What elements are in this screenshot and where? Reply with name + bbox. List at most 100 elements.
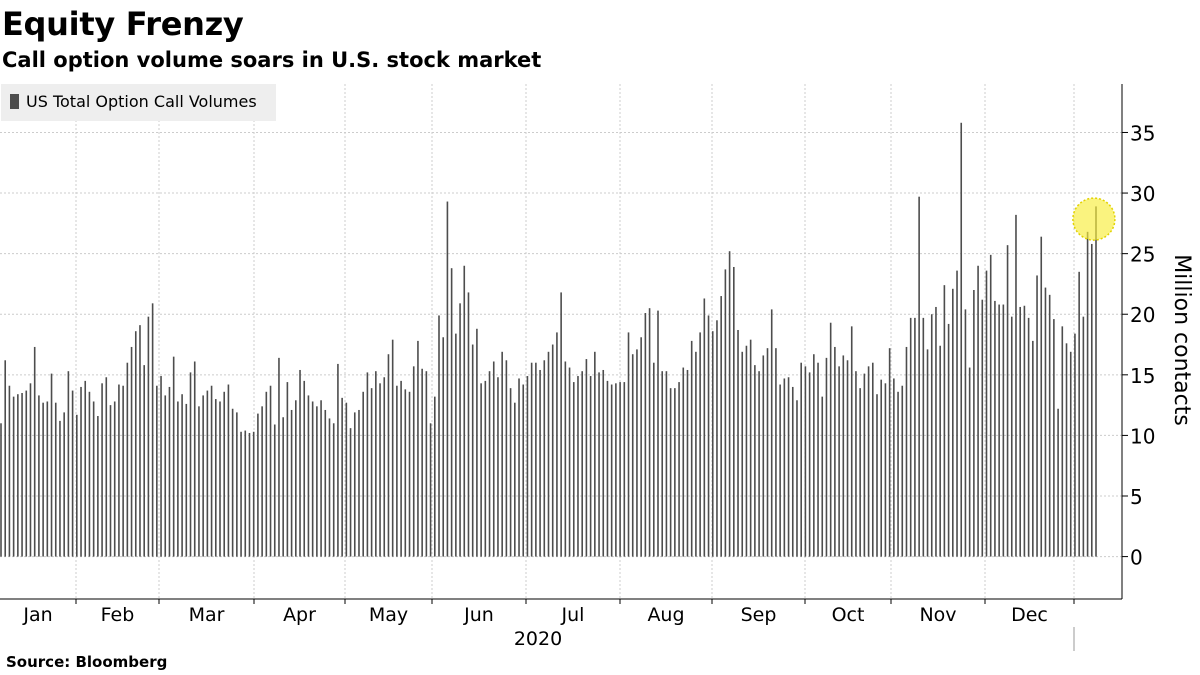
bar [956,270,958,557]
bar [379,383,381,557]
bar [728,251,731,557]
bar [425,371,428,557]
x-axis-year-label: 2020 [514,628,562,650]
bar [113,401,116,557]
bar [198,406,200,557]
bar [821,396,824,557]
bar [320,400,322,557]
bar [206,390,209,557]
bar [914,317,916,557]
bar [690,340,693,557]
bar [446,201,449,557]
bar [888,348,891,557]
bar [8,385,11,557]
bar [476,328,478,557]
bar [960,122,963,557]
bar [535,362,537,557]
bar [366,372,369,557]
bar [893,378,895,557]
bar [711,331,714,557]
bar [467,292,470,557]
bar [556,332,558,557]
bar [909,317,912,557]
bar [1095,206,1097,557]
bar [884,383,887,557]
bar [88,391,91,557]
bar [547,351,550,557]
bar [181,394,183,557]
bar [1010,316,1013,557]
bar [1086,231,1089,557]
bar [1082,316,1085,557]
y-tick-label: 20 [1130,303,1155,327]
bar [67,371,70,557]
bar [25,390,28,557]
bar [345,402,348,557]
bar [1044,287,1047,557]
bar [1027,317,1030,557]
bar [994,300,996,557]
bar [286,382,289,557]
bar [589,376,592,557]
bar [84,380,87,557]
bar [244,430,247,557]
bar [400,380,402,557]
bar [530,362,533,557]
x-tick-label: Aug [647,604,684,626]
bar [501,351,503,557]
chart-subtitle: Call option volume soars in U.S. stock m… [2,48,542,72]
bar [855,371,857,557]
bar [952,288,954,557]
bar [926,349,929,557]
bar [648,308,651,557]
bar [290,409,293,557]
bar [678,382,680,557]
bar [227,384,230,557]
bar [787,377,790,557]
bar [134,331,137,557]
bar [619,382,621,557]
bar [610,384,613,557]
bar [303,380,306,557]
bar [800,362,802,557]
bar [12,396,15,557]
highlight-circle [1072,197,1116,241]
bar [42,402,44,557]
bar [231,408,234,557]
bar [1015,214,1017,557]
x-tick-label: Feb [101,604,135,626]
bar [1090,243,1093,557]
bar [71,390,74,557]
bar [38,395,40,557]
bar [867,366,870,557]
bar [505,360,508,557]
x-tick-label: Jul [561,604,585,626]
bar [863,373,866,557]
bar [509,388,512,557]
bar [749,339,752,557]
chart-title: Equity Frenzy [2,5,244,43]
bar [21,393,23,557]
bar [396,385,398,557]
bar [783,378,786,557]
bar [791,386,794,557]
bar [716,320,718,557]
bar [627,332,630,557]
bar [804,366,807,557]
bar [652,362,655,557]
bar [644,313,647,557]
bar [813,354,815,557]
bar [1065,343,1068,557]
bar [880,379,883,557]
bar [497,377,499,557]
bar [631,354,634,557]
bar [581,371,583,557]
bar [636,349,638,557]
x-tick-label: Sep [741,604,777,626]
bar [282,417,284,557]
bar [193,361,196,557]
bar [733,266,735,557]
bar [985,270,988,557]
bar [918,196,920,557]
